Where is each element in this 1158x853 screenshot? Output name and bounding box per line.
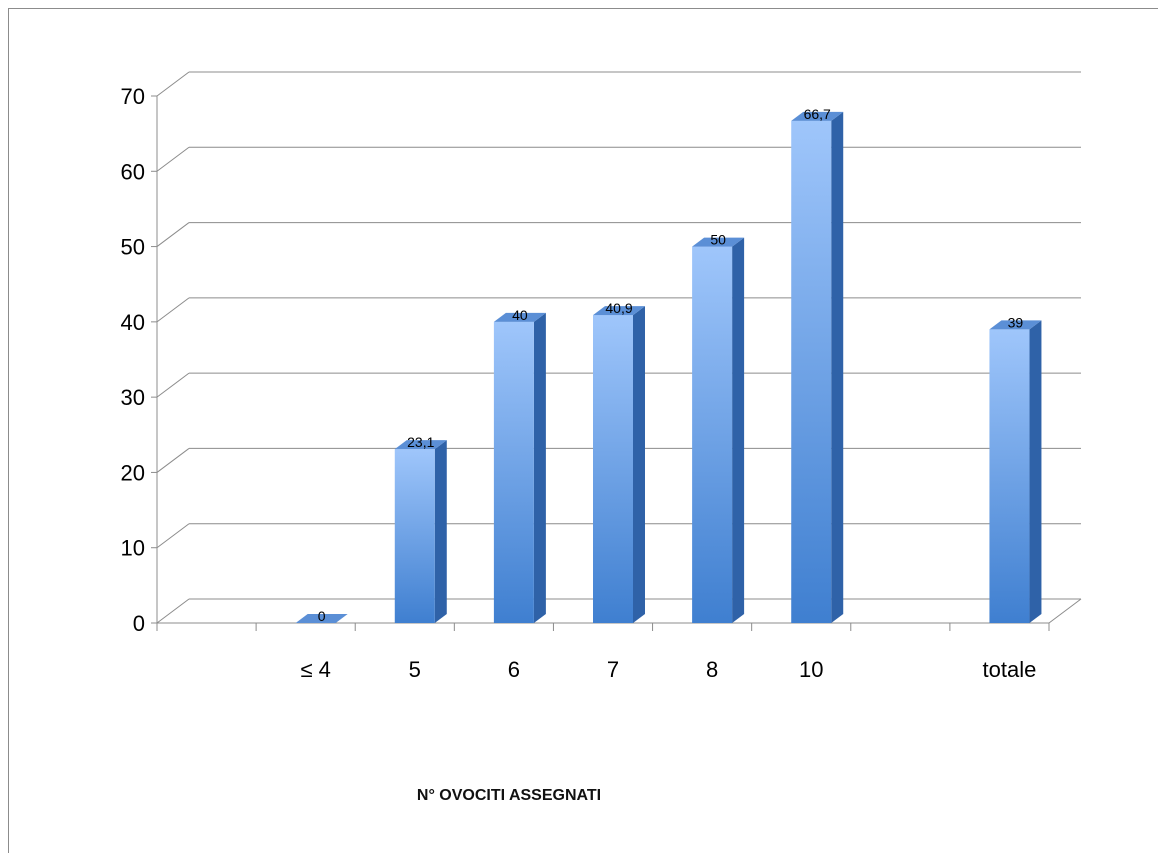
bar bbox=[493, 321, 534, 623]
y-tick-label: 60 bbox=[121, 159, 145, 184]
bar-side bbox=[732, 237, 745, 624]
y-tick-label: 0 bbox=[133, 611, 145, 636]
x-tick-label: ≤ 4 bbox=[300, 657, 330, 682]
bar-top bbox=[692, 237, 745, 247]
x-tick-label: 8 bbox=[706, 657, 718, 682]
gridline-depth bbox=[156, 448, 190, 473]
bar-side bbox=[1029, 320, 1042, 623]
data-label: 39 bbox=[1008, 314, 1024, 330]
x-tick-label: 10 bbox=[799, 657, 823, 682]
data-label: 23,1 bbox=[407, 434, 434, 450]
floor-right-edge bbox=[1048, 598, 1082, 624]
x-tick-label: totale bbox=[983, 657, 1037, 682]
y-tick-label: 50 bbox=[121, 235, 145, 260]
bar-side bbox=[434, 440, 447, 623]
bar-chart: 0 10 20 30 40 50 60 70 ≤ 4 0 5 23,1 6 40 7 40,9 8 50 10 66,… bbox=[121, 71, 1082, 682]
chart-frame: 0 10 20 30 40 50 60 70 ≤ 4 0 5 23,1 6 40 7 40,9 8 50 10 66,… bbox=[8, 8, 1158, 853]
gridline-depth bbox=[156, 222, 190, 247]
bar-top bbox=[295, 614, 348, 623]
bar-top bbox=[493, 312, 546, 322]
bar-top bbox=[394, 440, 447, 450]
bar bbox=[394, 449, 435, 623]
bar-side bbox=[831, 111, 844, 623]
bar-top bbox=[791, 111, 844, 121]
gridline-depth bbox=[156, 523, 190, 549]
bar-side bbox=[533, 312, 546, 623]
y-tick-label: 20 bbox=[121, 460, 145, 485]
data-label: 66,7 bbox=[804, 106, 831, 122]
x-tick-label: 6 bbox=[508, 657, 520, 682]
gridline-depth bbox=[156, 71, 190, 97]
y-tick-label: 70 bbox=[121, 84, 145, 109]
y-tick-label: 30 bbox=[121, 385, 145, 410]
x-tick-label: 5 bbox=[409, 657, 421, 682]
bar bbox=[593, 315, 633, 623]
bar bbox=[989, 329, 1030, 623]
bar bbox=[791, 120, 832, 623]
gridline-depth bbox=[156, 598, 190, 624]
gridline-depth bbox=[156, 297, 190, 323]
bar-side bbox=[633, 306, 645, 623]
x-axis-title: N° OVOCITI ASSEGNATI bbox=[416, 787, 602, 804]
x-tick-label: 7 bbox=[607, 657, 619, 682]
bar bbox=[692, 246, 733, 624]
bar-top bbox=[593, 306, 645, 316]
y-tick-label: 40 bbox=[121, 310, 145, 335]
y-tick-label: 10 bbox=[121, 536, 145, 561]
data-label: 40,9 bbox=[605, 300, 632, 316]
data-label: 50 bbox=[710, 232, 726, 248]
data-label: 40 bbox=[512, 307, 528, 323]
bar-top bbox=[989, 320, 1042, 330]
data-label: 0 bbox=[318, 608, 326, 624]
gridline-depth bbox=[156, 146, 190, 172]
gridline-depth bbox=[156, 372, 190, 398]
